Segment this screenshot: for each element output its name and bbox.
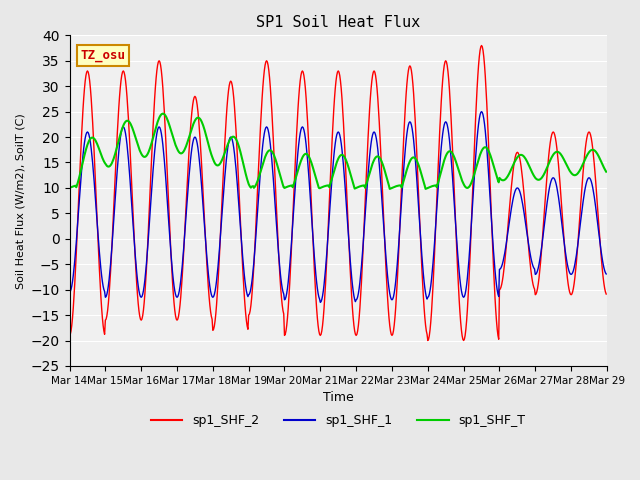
- sp1_SHF_T: [386, 186, 394, 192]
- sp1_SHF_2: [66, 333, 74, 338]
- Line: sp1_SHF_1: sp1_SHF_1: [70, 112, 606, 302]
- sp1_SHF_1: [419, 271, 427, 276]
- sp1_SHF_1: [404, 126, 412, 132]
- sp1_SHF_2: [424, 337, 431, 343]
- sp1_SHF_1: [316, 300, 324, 305]
- sp1_SHF_1: [602, 271, 610, 277]
- Line: sp1_SHF_T: sp1_SHF_T: [70, 114, 606, 189]
- Title: SP1 Soil Heat Flux: SP1 Soil Heat Flux: [256, 15, 420, 30]
- sp1_SHF_T: [66, 185, 74, 191]
- Y-axis label: Soil Heat Flux (W/m2), SoilT (C): Soil Heat Flux (W/m2), SoilT (C): [15, 113, 25, 288]
- sp1_SHF_2: [76, 183, 83, 189]
- sp1_SHF_T: [131, 132, 138, 137]
- sp1_SHF_T: [76, 174, 83, 180]
- sp1_SHF_2: [477, 43, 485, 48]
- Legend: sp1_SHF_2, sp1_SHF_1, sp1_SHF_T: sp1_SHF_2, sp1_SHF_1, sp1_SHF_T: [146, 409, 531, 432]
- sp1_SHF_T: [404, 162, 412, 168]
- sp1_SHF_1: [131, 242, 138, 248]
- Text: TZ_osu: TZ_osu: [80, 49, 125, 62]
- sp1_SHF_2: [214, 291, 221, 297]
- sp1_SHF_T: [420, 180, 428, 186]
- sp1_SHF_2: [185, 149, 193, 155]
- sp1_SHF_2: [602, 291, 610, 297]
- sp1_SHF_T: [159, 111, 166, 117]
- sp1_SHF_2: [419, 280, 426, 286]
- sp1_SHF_1: [66, 289, 74, 295]
- sp1_SHF_T: [186, 132, 193, 138]
- sp1_SHF_1: [76, 199, 83, 204]
- sp1_SHF_1: [185, 174, 193, 180]
- sp1_SHF_2: [131, 240, 138, 246]
- sp1_SHF_T: [602, 169, 610, 175]
- sp1_SHF_2: [403, 81, 411, 87]
- sp1_SHF_1: [214, 271, 221, 276]
- Line: sp1_SHF_2: sp1_SHF_2: [70, 46, 606, 340]
- X-axis label: Time: Time: [323, 391, 354, 404]
- sp1_SHF_T: [214, 162, 222, 168]
- sp1_SHF_1: [477, 109, 485, 115]
